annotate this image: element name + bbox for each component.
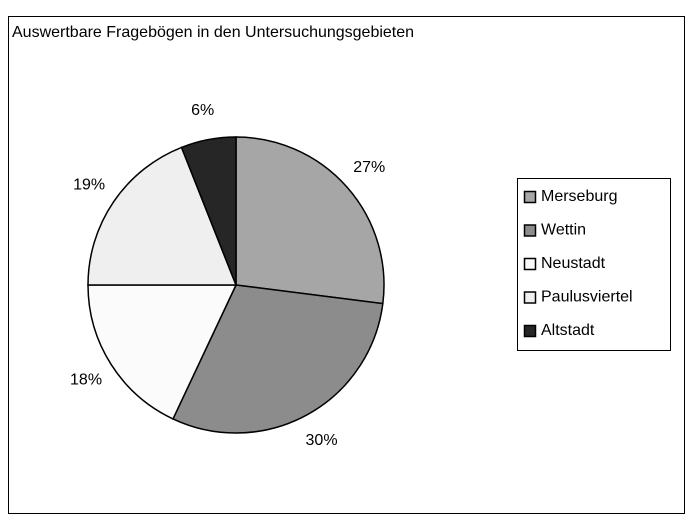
- chart-title: Auswertbare Fragebögen in den Untersuchu…: [12, 24, 414, 41]
- legend-label: Paulusviertel: [541, 289, 633, 306]
- legend-swatch: [523, 190, 537, 204]
- pie-slice: [235, 136, 385, 305]
- pie-slice: [87, 284, 238, 420]
- legend-swatch: [523, 291, 537, 304]
- pie-slice: [171, 284, 384, 434]
- data-label: 30%: [306, 432, 338, 449]
- legend-box: [517, 178, 671, 351]
- legend-label: Merseburg: [541, 188, 617, 205]
- legend-swatch: [523, 257, 537, 271]
- data-label: 27%: [353, 159, 385, 176]
- pie-slice: [180, 136, 237, 286]
- legend-swatch: [523, 324, 537, 338]
- pie-slice: [87, 146, 238, 286]
- data-label: 19%: [73, 176, 105, 193]
- data-label: 18%: [70, 371, 102, 388]
- legend-label: Altstadt: [541, 322, 595, 339]
- legend-swatch: [523, 224, 537, 237]
- legend-label: Neustadt: [541, 255, 606, 272]
- legend-label: Wettin: [541, 222, 586, 239]
- data-label: 6%: [191, 102, 214, 119]
